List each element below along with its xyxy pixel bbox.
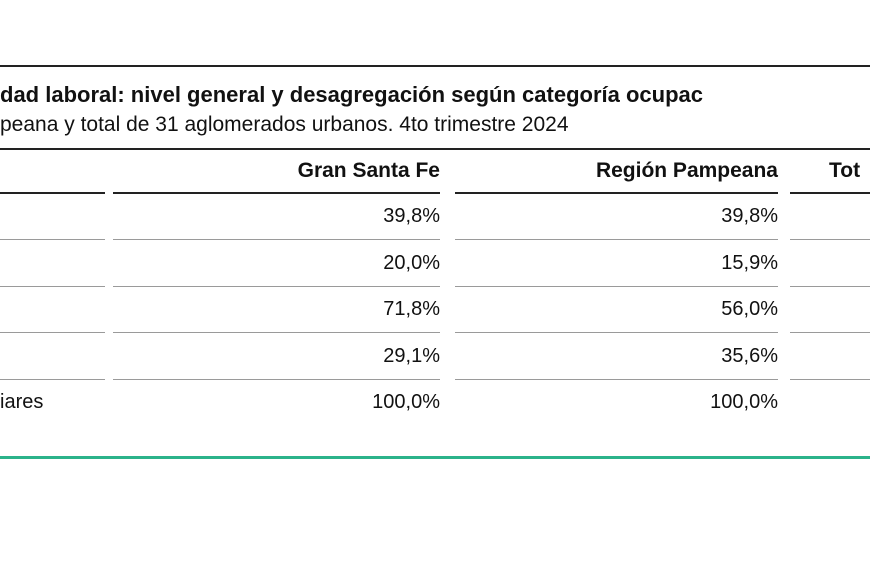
cell-value: 20,0%	[383, 251, 440, 274]
cell-value: 100,0%	[710, 391, 778, 413]
header-underline	[0, 192, 105, 194]
top-rule	[0, 65, 870, 67]
cell-value: 15,9%	[721, 251, 778, 274]
cell-value: 71,8%	[383, 298, 440, 320]
row-divider	[455, 332, 778, 333]
row-divider	[0, 332, 105, 333]
row-label: iares	[0, 391, 44, 413]
header-underline	[790, 192, 870, 194]
table-subtitle: peana y total de 31 aglomerados urbanos.…	[0, 113, 569, 136]
row-divider	[0, 378, 105, 380]
cell-value: 100,0%	[372, 391, 440, 413]
row-divider	[455, 378, 778, 380]
row-divider	[790, 239, 870, 240]
cell-value: 39,8%	[721, 205, 778, 227]
header-underline	[455, 192, 778, 194]
cell-value: 39,8%	[383, 205, 440, 227]
row-divider	[0, 239, 105, 240]
header-rule	[0, 148, 870, 150]
row-divider	[0, 285, 105, 287]
cell-value: 35,6%	[721, 344, 778, 367]
row-divider	[790, 332, 870, 333]
header-underline	[113, 192, 440, 194]
row-divider	[113, 332, 440, 333]
row-divider	[113, 239, 440, 240]
column-header: Región Pampeana	[595, 159, 778, 182]
column-header: Tot	[829, 159, 861, 182]
cell-value: 29,1%	[383, 344, 440, 367]
row-divider	[790, 285, 870, 287]
table-title: dad laboral: nivel general y desagregaci…	[0, 82, 704, 107]
cell-value: 56,0%	[721, 298, 778, 320]
row-divider	[113, 285, 440, 287]
column-header: Gran Santa Fe	[297, 159, 440, 182]
row-divider	[455, 239, 778, 240]
row-divider	[113, 378, 440, 380]
row-divider	[790, 378, 870, 380]
row-divider	[455, 285, 778, 287]
bottom-rule	[0, 456, 870, 459]
